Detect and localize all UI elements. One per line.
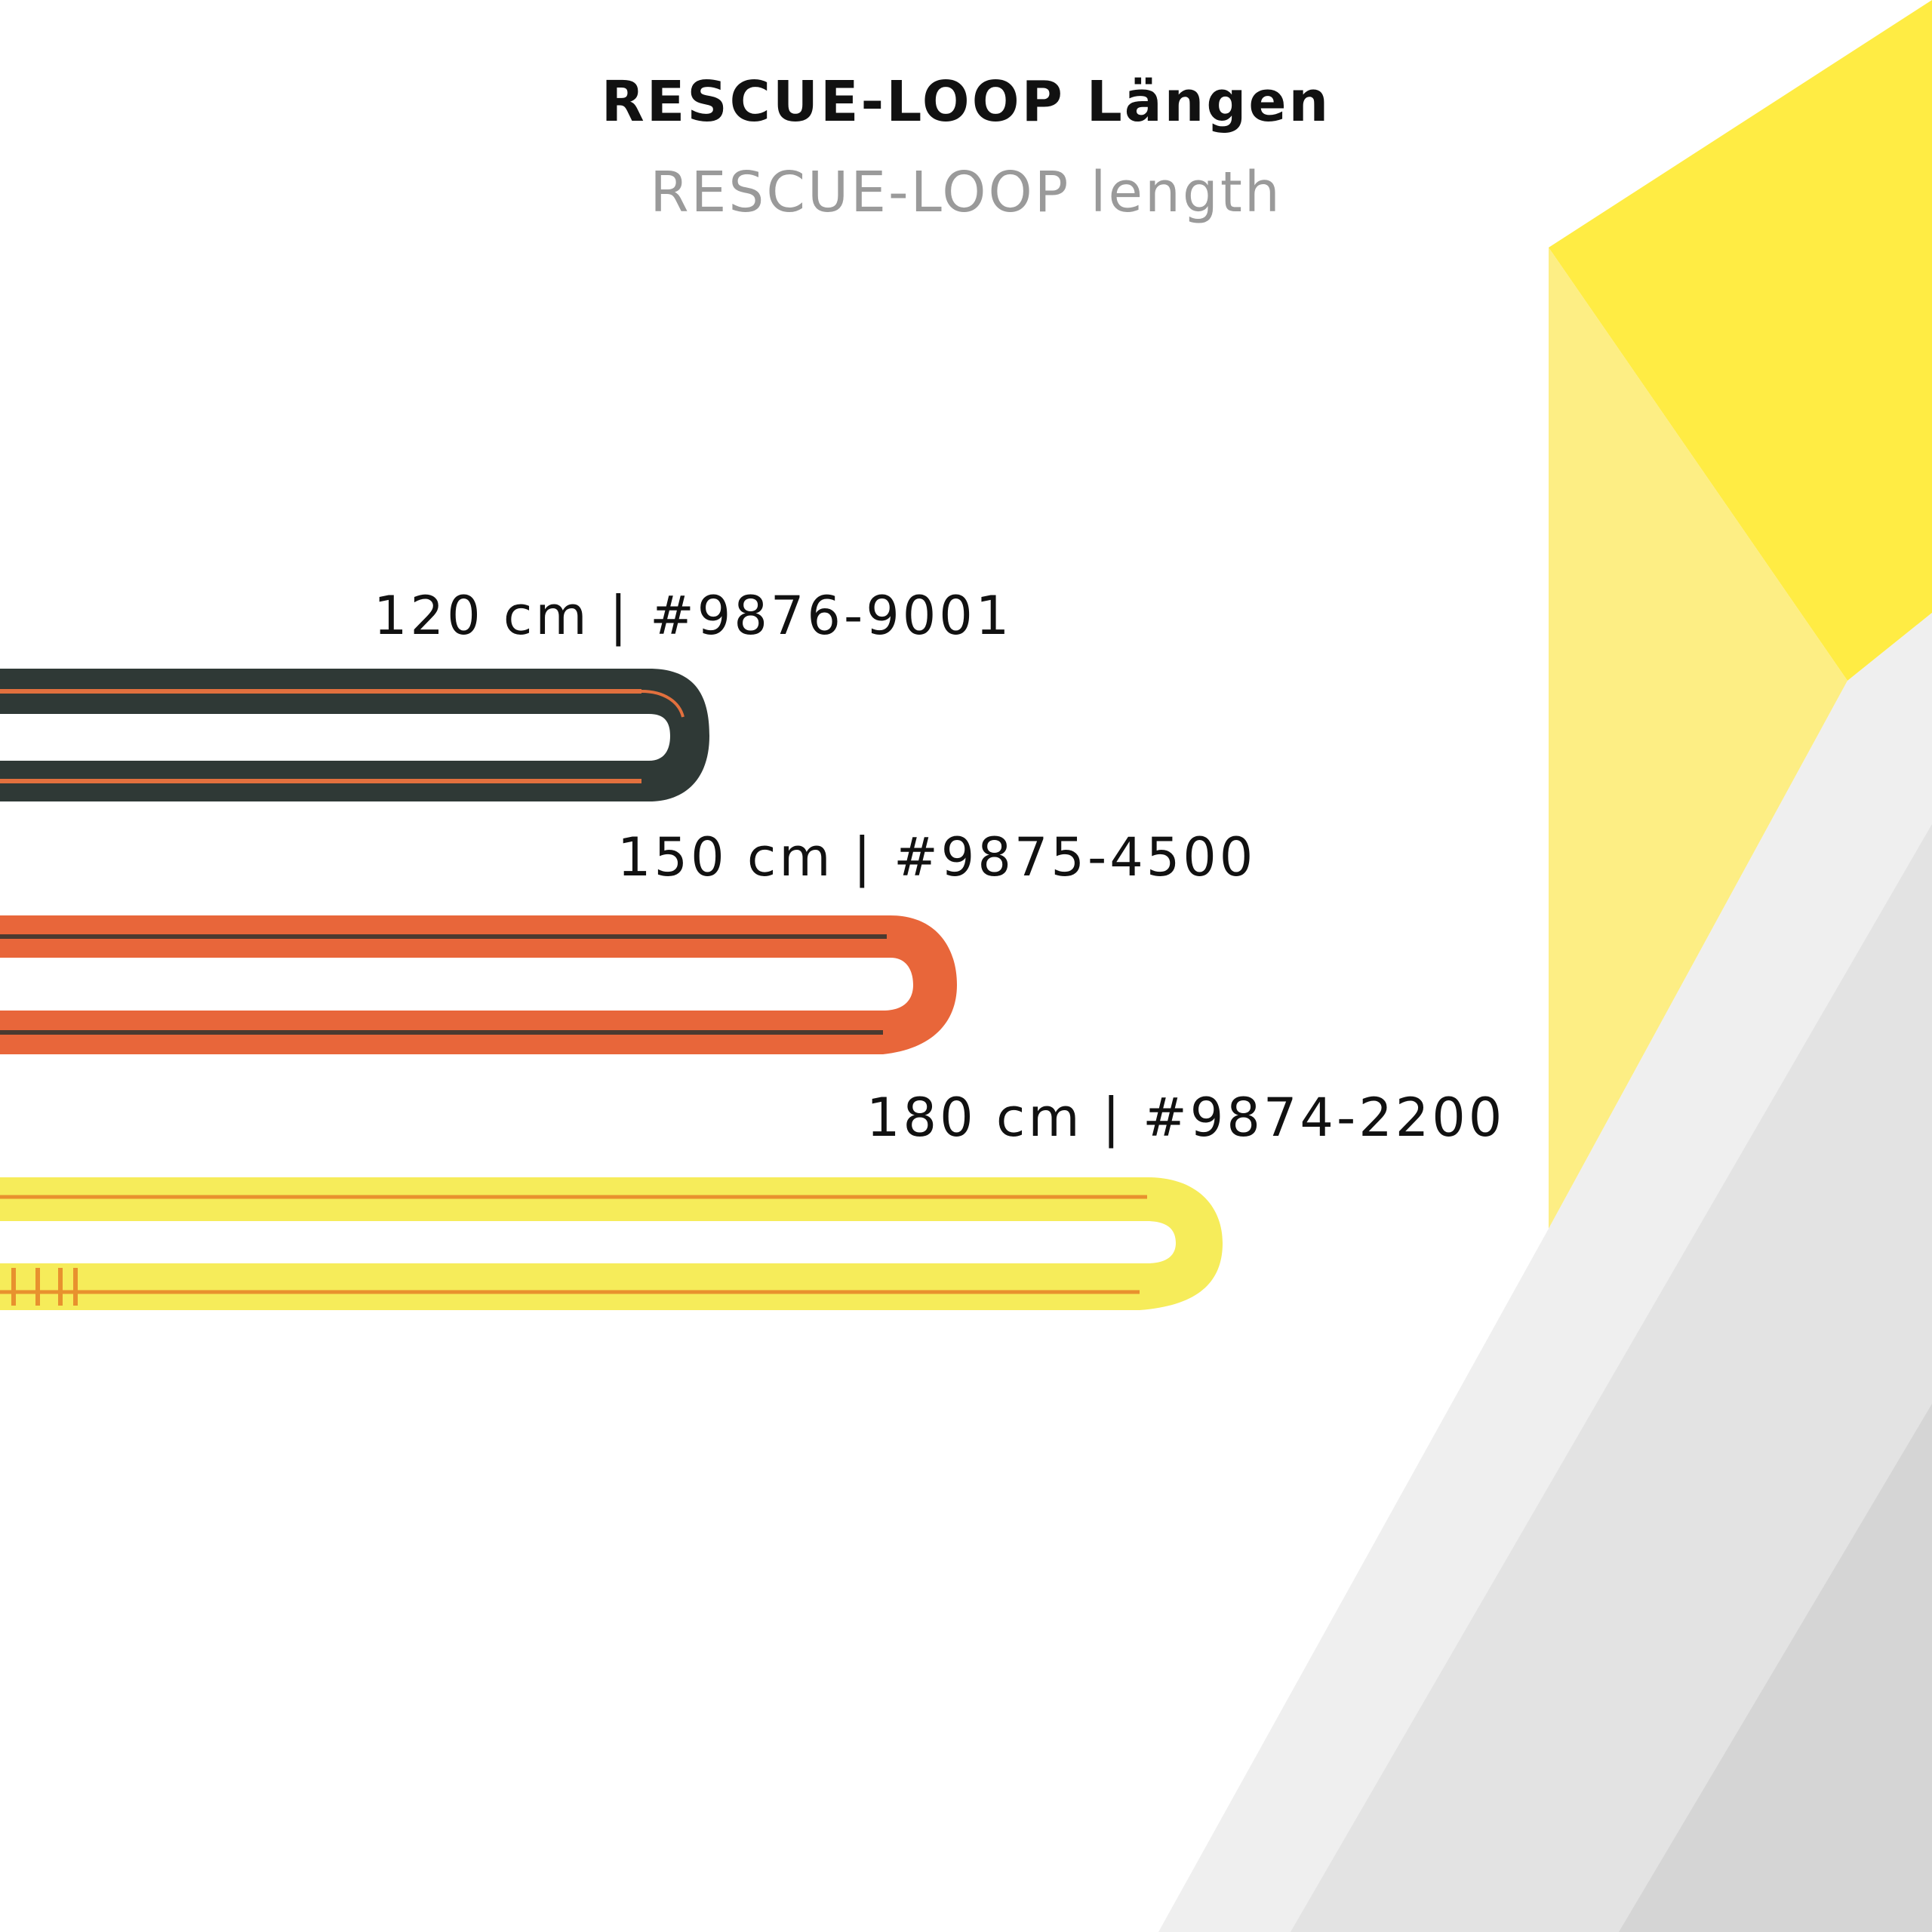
loop-length: 180 cm — [866, 1087, 1083, 1149]
sling-stripe — [641, 690, 685, 718]
loop-article-number: #9876-9001 — [650, 585, 1013, 647]
sling-120cm — [0, 669, 709, 801]
label-separator: | — [1102, 1087, 1124, 1149]
loop-article-number: #9874-2200 — [1143, 1087, 1506, 1149]
bg-gray-mid-shape — [1291, 824, 1932, 1932]
label-separator: | — [609, 585, 631, 647]
loop-length: 150 cm — [617, 826, 834, 888]
sling-150cm — [0, 915, 957, 1054]
loop-label-180: 180 cm | #9874-2200 — [866, 1087, 1505, 1149]
loop-label-120: 120 cm | #9876-9001 — [374, 585, 1012, 647]
sling-body — [0, 915, 957, 1054]
label-separator: | — [853, 826, 875, 888]
bg-gray-dark-shape — [1619, 1404, 1932, 1932]
sling-body — [0, 1177, 1223, 1310]
bg-yellow-light-shape — [1549, 248, 1847, 1229]
bg-yellow-bright-shape — [1549, 0, 1932, 681]
sling-180cm — [0, 1177, 1223, 1310]
sling-body — [0, 669, 709, 801]
loop-label-150: 150 cm | #9875-4500 — [617, 826, 1256, 888]
page-subtitle: RESCUE-LOOP length — [650, 160, 1282, 225]
loop-article-number: #9875-4500 — [894, 826, 1257, 888]
page-title: RESCUE-LOOP Längen — [601, 69, 1331, 134]
loop-length: 120 cm — [374, 585, 590, 647]
sling-bartack-stitching — [11, 1268, 78, 1306]
